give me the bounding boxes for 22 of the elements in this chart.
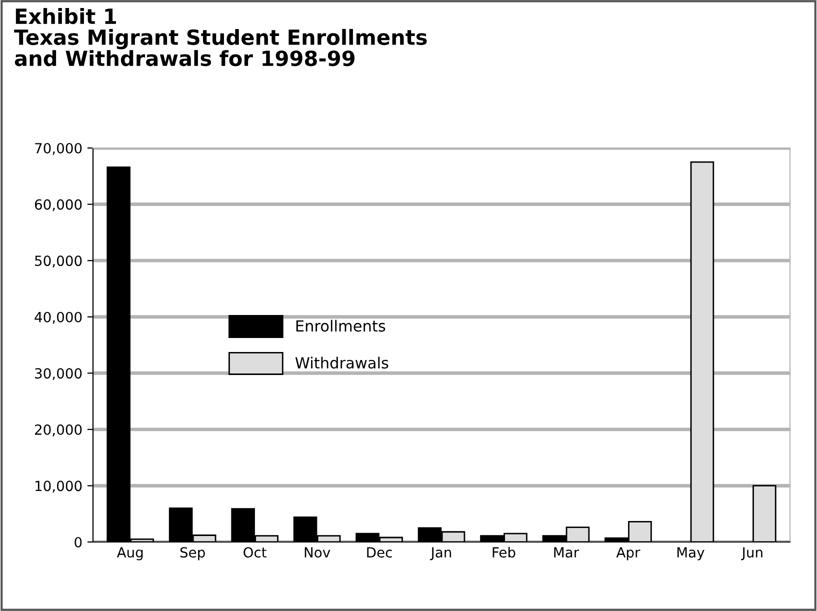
y-tick-label: 20,000	[35, 424, 82, 436]
y-tick-label: 30,000	[35, 368, 82, 380]
chart-title: Exhibit 1 Texas Migrant Student Enrollments and Withdrawals for 1998-99	[14, 8, 427, 66]
x-tick-label: Aug	[116, 547, 143, 560]
y-tick-label: 70,000	[35, 142, 82, 155]
y-tick-label: 10,000	[36, 480, 82, 493]
x-tick-label: Oct	[244, 547, 266, 558]
x-tick-label: Sep	[180, 547, 205, 560]
x-tick-label: Nov	[304, 547, 330, 558]
x-tick-label: Feb	[492, 546, 516, 558]
x-tick-label: Mar	[554, 547, 580, 558]
y-tick-label: 60,000	[34, 199, 82, 212]
y-tick-label: 50,000	[35, 256, 82, 268]
x-tick-label: Jan	[430, 547, 452, 560]
legend-label: Enrollments	[296, 320, 386, 332]
x-tick-label: Apr	[616, 547, 640, 560]
x-tick-label: Dec	[367, 547, 392, 558]
x-tick-label: Jun	[741, 547, 762, 560]
legend-label: Withdrawals	[295, 356, 388, 369]
y-tick-label: 0	[74, 536, 82, 548]
x-tick-label: May	[677, 547, 704, 560]
y-tick-label: 40,000	[34, 312, 82, 324]
